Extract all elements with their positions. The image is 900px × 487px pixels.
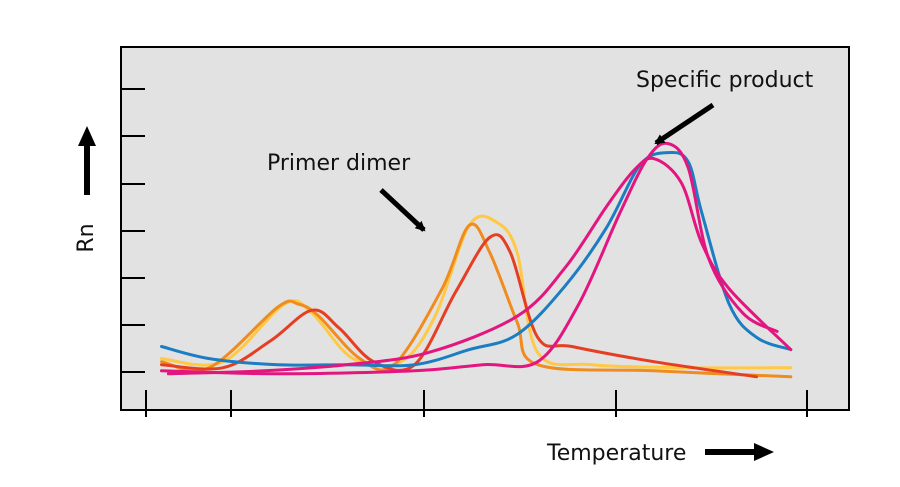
y-axis-ticks	[121, 88, 145, 373]
x-axis-arrow-icon	[705, 443, 774, 461]
primer-dimer-arrow-icon	[379, 188, 426, 232]
y-axis-arrow-icon	[78, 126, 96, 195]
plot-area	[120, 46, 850, 411]
series-line-2	[160, 233, 759, 379]
y-axis-label: Rn	[74, 223, 99, 252]
series-line-5	[166, 156, 793, 376]
specific-product-annotation: Specific product	[636, 68, 814, 93]
x-axis-label: Temperature	[546, 441, 686, 466]
primer-dimer-annotation: Primer dimer	[267, 151, 411, 176]
series-line-1	[160, 222, 793, 379]
x-axis-ticks	[145, 390, 808, 417]
series-line-3	[160, 150, 793, 368]
series-group	[160, 141, 793, 379]
specific-product-arrow-icon	[654, 102, 715, 146]
